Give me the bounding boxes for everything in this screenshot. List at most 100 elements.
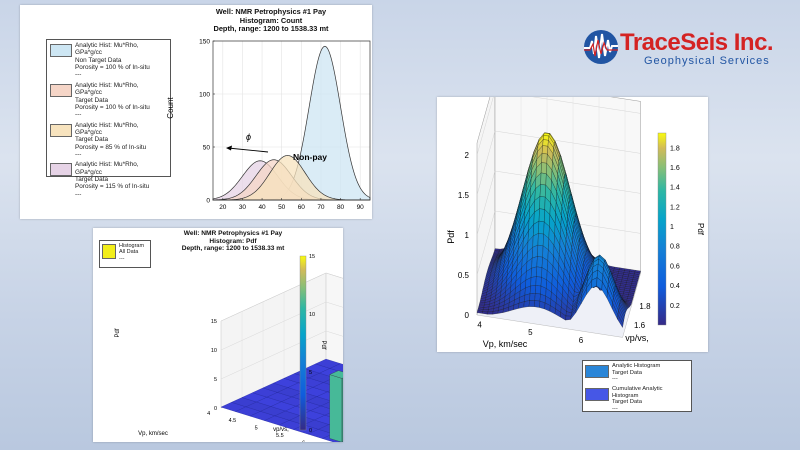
x-tick-label: 90 [357, 204, 365, 211]
legend-text: Target Data [612, 399, 689, 406]
surface-cell [541, 173, 547, 185]
colorbar-tick-label: 1 [670, 224, 674, 231]
z-tick-label: 1.5 [458, 191, 470, 200]
surface-legend: Analytic Histogram Target Data --- Cumul… [582, 360, 692, 412]
x-tick-label: 80 [337, 204, 345, 211]
z-axis-label: Pdf [446, 230, 456, 244]
x-tick-label: 6 [579, 336, 584, 345]
z-tick-label: 0 [214, 406, 217, 412]
x-tick-label: 30 [239, 204, 247, 211]
count-histogram-panel: Well: NMR Petrophysics #1 Pay Histogram:… [20, 5, 372, 219]
colorbar-tick-label: 1.4 [670, 185, 680, 192]
surface-cell [479, 303, 485, 306]
x-tick-label: 70 [317, 204, 325, 211]
x-tick-label: 40 [258, 204, 266, 211]
colorbar-tick-label: 1.6 [670, 165, 680, 172]
colorbar-tick-label: 0.2 [670, 303, 680, 310]
x-tick-label: 5 [255, 426, 258, 432]
seismic-wave-icon [582, 28, 620, 66]
colorbar-label: Pdf [320, 340, 326, 349]
x-tick-label: 50 [278, 204, 286, 211]
surface-cell [531, 267, 537, 278]
y-axis-label: vp/vs, [273, 427, 289, 433]
z-tick-label: 5 [214, 377, 217, 383]
x-tick-label: 5 [528, 328, 533, 337]
colorbar-tick-label: 0.4 [670, 283, 680, 290]
colorbar-label: Pdf [696, 223, 705, 236]
legend-text: Analytic Histogram [612, 363, 660, 370]
colorbar-tick-label: 0.8 [670, 244, 680, 251]
brand-logo: TraceSeis Inc. Geophysical Services [582, 24, 782, 74]
colorbar-tick-label: 0 [309, 428, 312, 434]
surface-cell [539, 209, 545, 222]
count-histogram-chart: 20 30 40 50 60 70 80 90050100150 Count ϕ Non-pa… [20, 5, 372, 219]
x-axis-label: Vp, km/sec [138, 431, 168, 437]
x-tick-label: 20 [219, 204, 227, 211]
bar-side [342, 374, 343, 442]
surface-cell [543, 140, 549, 147]
x-tick-label: 5.5 [276, 433, 284, 439]
z-tick-label: 10 [211, 348, 217, 354]
colorbar-tick-label: 5 [309, 370, 312, 376]
surface-cell [541, 163, 547, 174]
colorbar-tick-label: 10 [309, 312, 315, 318]
surface-cell [540, 184, 546, 197]
x-tick-label: 6 [302, 440, 305, 442]
surface-cell [535, 293, 541, 301]
surface-cell [532, 245, 538, 258]
z-tick-label: 0 [465, 311, 470, 320]
x-axis-label: Vp, km/sec [483, 339, 528, 349]
surface-cell [531, 277, 537, 287]
z-tick-label: 1 [465, 231, 470, 240]
legend-swatch [585, 388, 609, 401]
surface-cell [529, 300, 535, 306]
legend-text: Cumulative Analytic Histogram [612, 386, 689, 399]
x-tick-label: 60 [298, 204, 306, 211]
z-tick-label: 0.5 [458, 271, 470, 280]
legend-text: --- [612, 406, 689, 413]
surface-cell [542, 146, 548, 155]
depth-tick-label: 1.8 [639, 302, 651, 311]
x-tick-label: 4.5 [229, 418, 237, 424]
surface-cell [536, 277, 542, 287]
surface-panel: Well: NMR Petrophysics #1 Pay Histogram:… [437, 97, 708, 352]
surface-cell [538, 233, 544, 246]
y-axis-label: Count [166, 97, 175, 119]
surface-cell [537, 245, 543, 257]
colorbar-tick-label: 15 [309, 254, 315, 260]
colorbar-tick-label: 0.6 [670, 263, 680, 270]
surface-cell [524, 301, 530, 308]
x-tick-label: 4 [477, 320, 482, 329]
y-tick-label: 0 [206, 197, 210, 204]
surface-cell [532, 256, 538, 268]
surface-cell [540, 196, 546, 209]
y-tick-label: 50 [203, 144, 211, 151]
surface-cell [534, 300, 540, 307]
surface-cell [538, 221, 544, 234]
x-tick-label: 4 [207, 411, 210, 417]
surface-cell [530, 293, 536, 300]
y-tick-label: 100 [199, 91, 210, 98]
surface-cell [565, 316, 571, 320]
depth-axis-label: vp/vs, [625, 333, 649, 343]
surface-cell [537, 256, 543, 267]
surface-3d-chart: 4 5 6 0 0.5 1 1.5 2 1.6 1.8 0.2 0.4 0.6 0.8 1 1.2 1.4 1.… [437, 97, 708, 352]
z-tick-label: 2 [465, 151, 470, 160]
brand-subtitle: Geophysical Services [644, 55, 770, 67]
colorbar [300, 256, 306, 430]
depth-tick-label: 1.6 [634, 321, 646, 330]
surface-cell [535, 285, 541, 294]
brand-name: TraceSeis Inc. [620, 29, 773, 57]
bar-front [330, 375, 342, 442]
legend-swatch [585, 365, 609, 378]
y-tick-label: 150 [199, 38, 210, 45]
legend-text: Target Data [612, 370, 660, 377]
z-axis-label: Pdf [115, 328, 121, 337]
colorbar-tick-label: 1.2 [670, 204, 680, 211]
colorbar-tick-label: 1.8 [670, 145, 680, 152]
bar-histogram-panel: Well: NMR Petrophysics #1 Pay Histogram:… [93, 228, 343, 442]
nonpay-label: Non-pay [293, 152, 327, 162]
colorbar [658, 133, 666, 325]
bar-histogram-3d-chart: 44.555.566.51.61.71.81.92051015PdfVp, km… [93, 228, 343, 442]
surface-cell [536, 267, 542, 278]
